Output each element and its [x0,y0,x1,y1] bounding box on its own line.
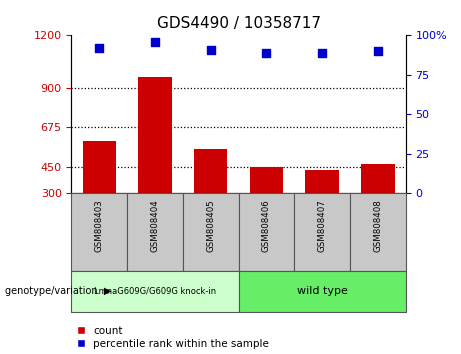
Point [151,39,159,45]
Text: LmnaG609G/G609G knock-in: LmnaG609G/G609G knock-in [94,287,216,296]
Bar [238,271,406,312]
Point [207,47,214,52]
Bar [361,164,395,193]
Text: GSM808405: GSM808405 [206,199,215,252]
Bar [238,193,294,271]
Bar [305,170,339,193]
Bar [127,193,183,271]
Text: GSM808403: GSM808403 [95,199,104,252]
Legend: count, percentile rank within the sample: count, percentile rank within the sample [77,326,269,349]
Point [95,45,103,51]
Text: wild type: wild type [297,286,348,296]
Bar [138,78,171,193]
Point [374,48,382,54]
Text: GSM808408: GSM808408 [373,199,382,252]
Bar [250,167,283,193]
Title: GDS4490 / 10358717: GDS4490 / 10358717 [157,16,320,32]
Point [319,50,326,56]
Bar [183,193,238,271]
Text: GSM808407: GSM808407 [318,199,327,252]
Bar [83,141,116,193]
Text: GSM808404: GSM808404 [150,199,160,252]
Bar [71,193,127,271]
Bar [350,193,406,271]
Text: GSM808406: GSM808406 [262,199,271,252]
Point [263,50,270,56]
Text: genotype/variation  ▶: genotype/variation ▶ [5,286,111,296]
Bar [71,271,239,312]
Bar [294,193,350,271]
Bar [194,149,227,193]
